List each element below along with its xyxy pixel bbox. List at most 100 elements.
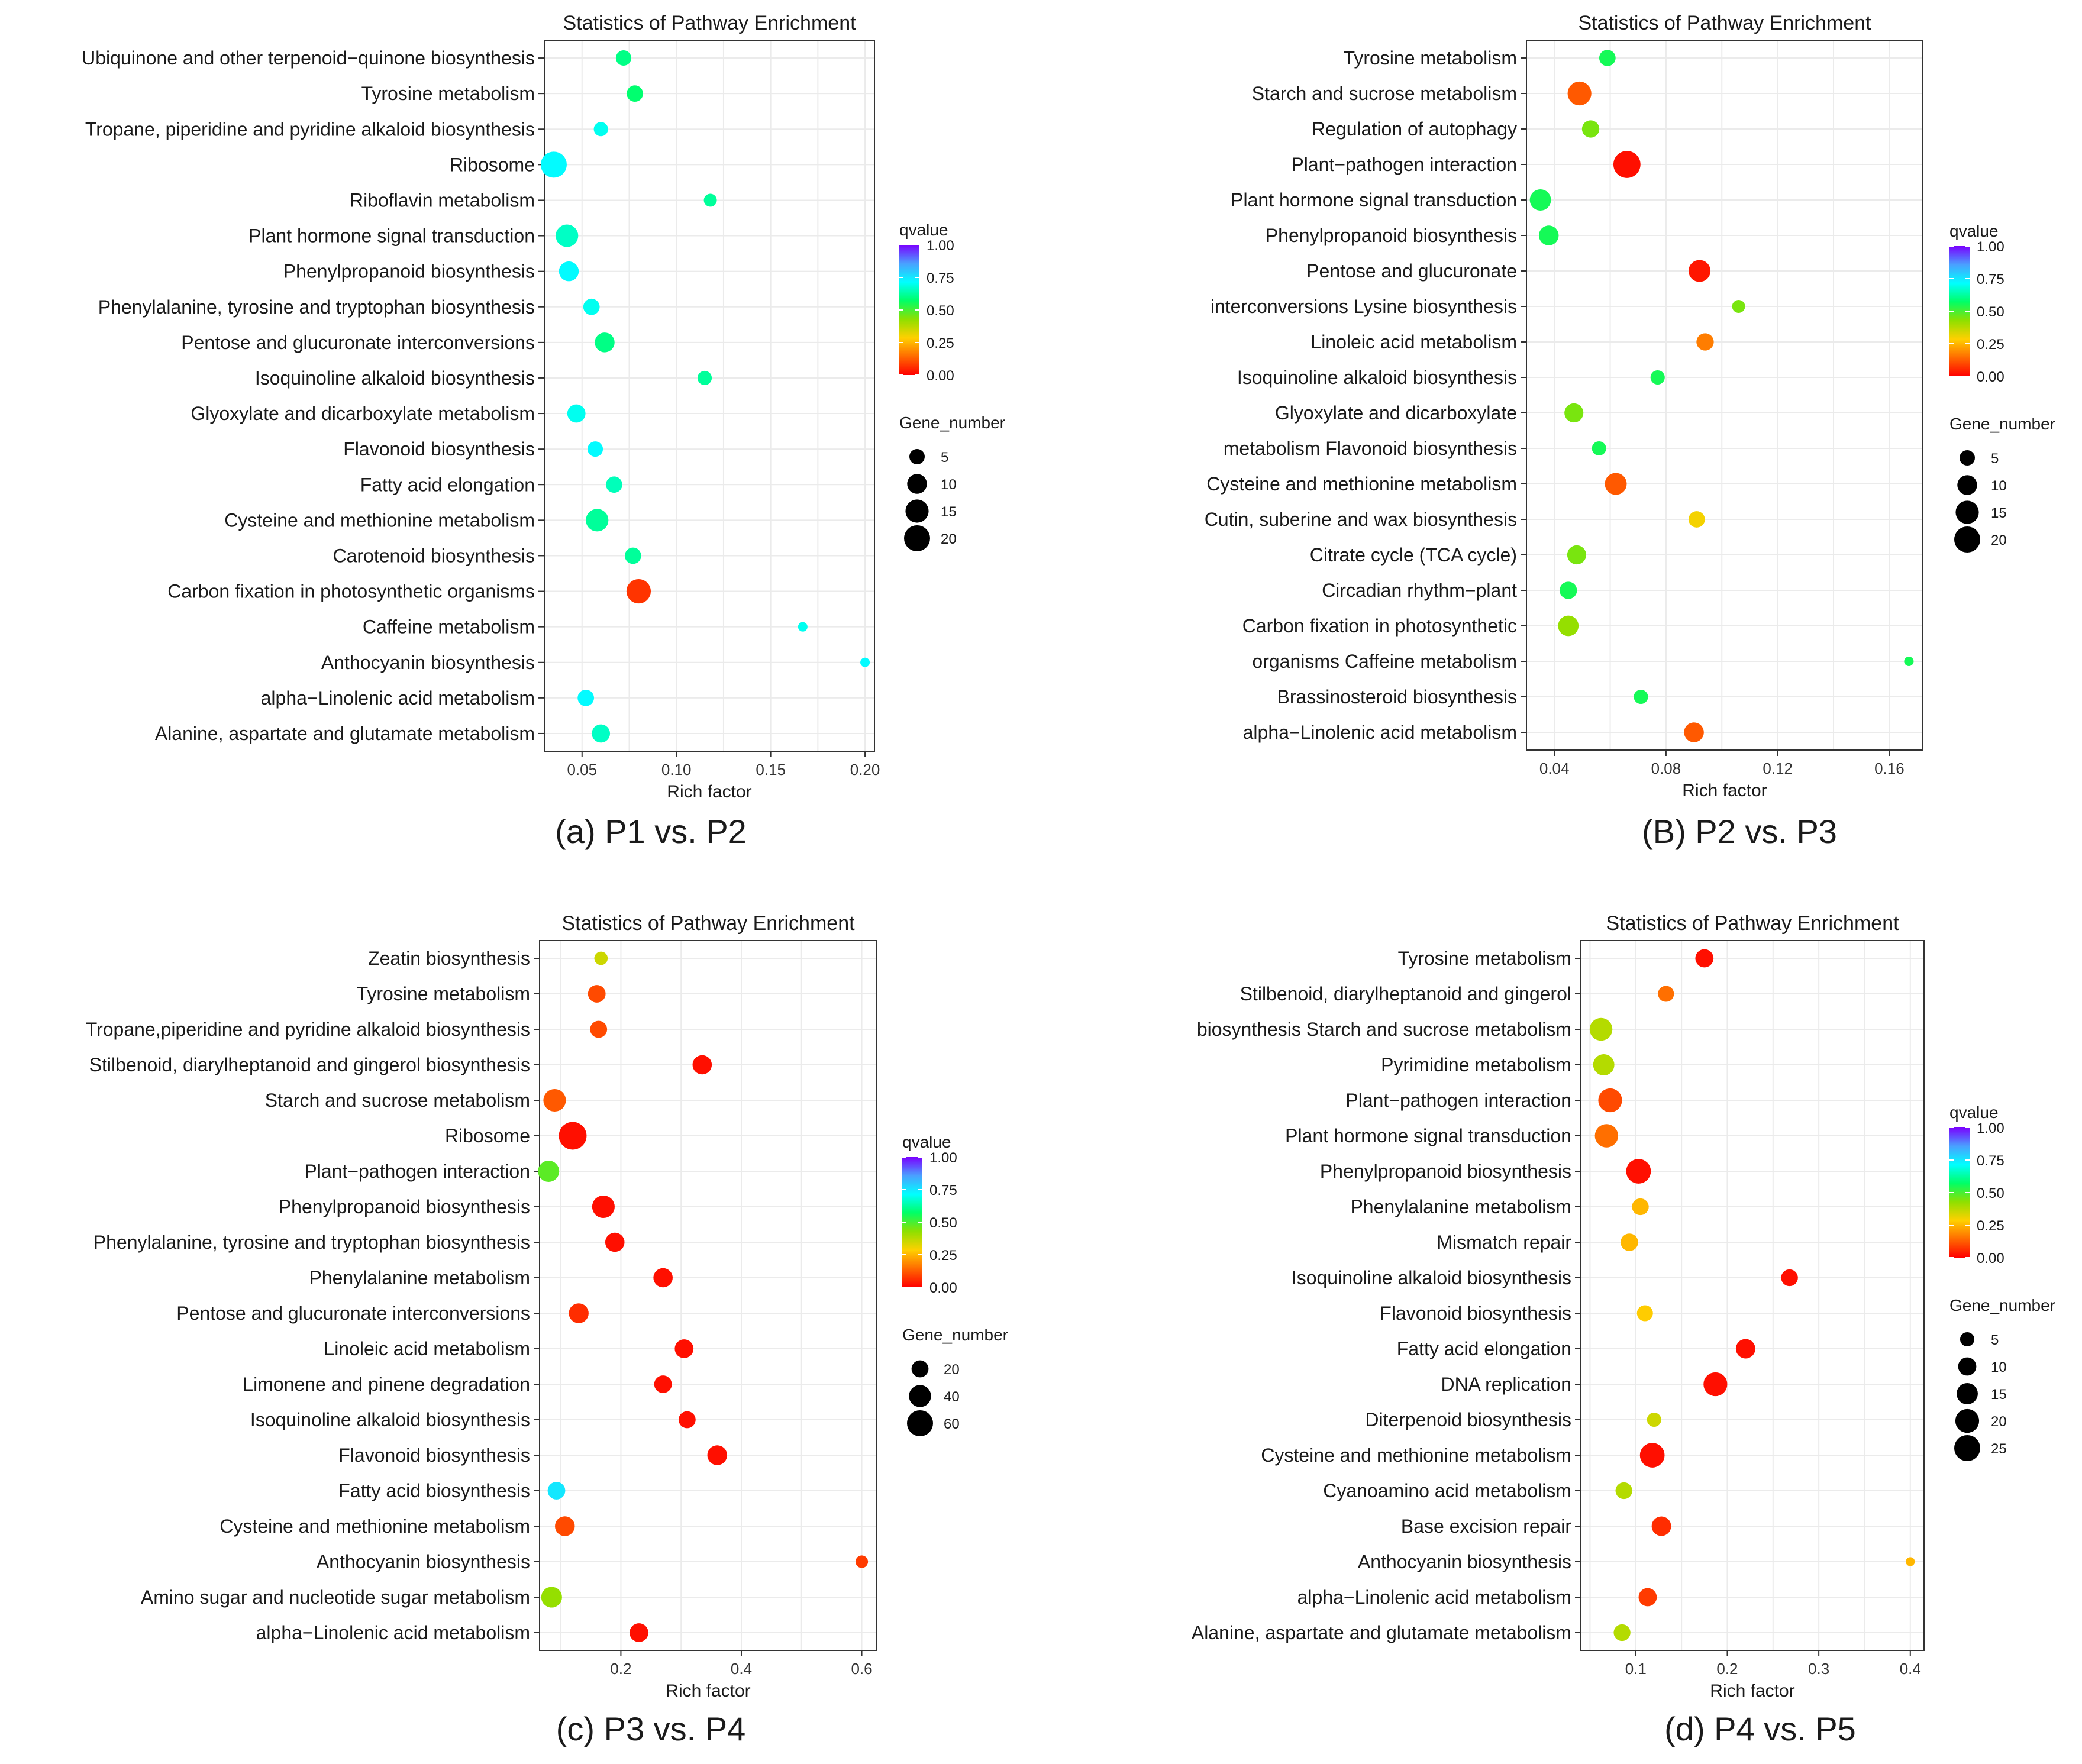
panel-caption: (B) P2 vs. P3 (1642, 813, 1837, 850)
y-tick-label: Stilbenoid, diarylheptanoid and gingerol… (89, 1054, 530, 1075)
legend-size-label: 10 (1991, 1359, 2007, 1375)
y-tick-label: Linoleic acid metabolism (1310, 331, 1517, 353)
y-tick-label: metabolism Flavonoid biosynthesis (1224, 438, 1517, 459)
data-point (1529, 189, 1551, 211)
data-point (569, 1303, 589, 1323)
y-tick-label: Ribosome (445, 1125, 530, 1146)
y-tick-label: Plant hormone signal transduction (1231, 189, 1517, 211)
data-point (540, 151, 567, 178)
legend-size-dot (907, 474, 927, 494)
data-point (1567, 545, 1587, 565)
y-tick-label: Ubiquinone and other terpenoid−quinone b… (82, 47, 535, 69)
data-point (1621, 1233, 1638, 1251)
data-point (692, 1055, 712, 1075)
y-tick-label: Glyoxylate and dicarboxylate (1275, 402, 1517, 424)
y-tick-label: Limonene and pinene degradation (243, 1374, 530, 1395)
x-tick-label: 0.08 (1651, 760, 1681, 777)
data-point (707, 1445, 727, 1465)
chart-panel-4: Statistics of Pathway Enrichment Tyrosine… (1192, 912, 2055, 1747)
data-point (798, 622, 808, 632)
data-point (1658, 986, 1674, 1002)
chart-panel-1: Statistics of Pathway Enrichment Ubiquino… (82, 12, 1005, 850)
y-tick-label: alpha−Linolenic acid metabolism (261, 687, 535, 709)
panel-caption: (c) P3 vs. P4 (556, 1710, 746, 1747)
y-tick-label: Alanine, aspartate and glutamate metabol… (1192, 1622, 1571, 1643)
plot-panel (539, 940, 877, 1651)
y-tick-label: Linoleic acid metabolism (324, 1338, 530, 1359)
y-tick-label: Circadian rhythm−plant (1322, 580, 1517, 601)
data-point (606, 476, 622, 493)
y-tick-label: alpha−Linolenic acid metabolism (1297, 1587, 1571, 1608)
x-tick-label: 0.1 (1625, 1660, 1647, 1678)
legend-colorbar-label: 0.25 (1977, 337, 2004, 353)
y-tick-label: Stilbenoid, diarylheptanoid and gingerol (1240, 983, 1571, 1004)
y-tick-label: Brassinosteroid biosynthesis (1277, 686, 1517, 707)
data-point (1592, 441, 1606, 456)
y-tick-label: Flavonoid biosynthesis (1380, 1303, 1571, 1324)
data-point (593, 122, 608, 137)
legend-size-dot (905, 499, 929, 523)
y-tick-label: Tropane, piperidine and pyridine alkaloi… (85, 118, 535, 140)
legend-size-label: 20 (941, 531, 957, 547)
legend-colorbar-label: 0.25 (929, 1248, 957, 1264)
x-axis-label: Rich factor (666, 1681, 750, 1701)
data-point (1735, 1339, 1755, 1359)
y-tick-label: Zeatin biosynthesis (368, 948, 530, 969)
data-point (1696, 333, 1714, 351)
y-tick-label: Pyrimidine metabolism (1381, 1054, 1571, 1075)
legend-qvalue-title: qvalue (1949, 222, 1999, 240)
y-tick-label: Pentose and glucuronate (1306, 260, 1517, 282)
data-point (615, 50, 631, 66)
legend-colorbar-label: 0.00 (1977, 1251, 2004, 1267)
data-point (1732, 300, 1745, 313)
x-tick-label: 0.16 (1874, 760, 1905, 777)
legend-colorbar-label: 0.00 (929, 1280, 957, 1296)
data-point (538, 1161, 560, 1182)
data-point (1613, 151, 1641, 178)
y-tick-label: Mismatch repair (1437, 1232, 1571, 1253)
x-tick-label: 0.4 (1900, 1660, 1921, 1678)
data-point (625, 547, 641, 564)
plot-border (1526, 40, 1923, 751)
data-point (1560, 581, 1577, 599)
legend-size-dot (1958, 1357, 1977, 1376)
data-point (1593, 1054, 1615, 1075)
data-point (1688, 511, 1705, 528)
legend-colorbar-label: 1.00 (927, 238, 954, 254)
x-tick-label: 0.10 (661, 761, 692, 778)
data-point (1632, 1198, 1649, 1216)
x-tick-label: 0.12 (1763, 760, 1793, 777)
y-tick-label: Phenylalanine, tyrosine and tryptophan b… (98, 296, 535, 318)
legend-size-dot (907, 1410, 933, 1436)
plot-panel (1526, 40, 1923, 751)
data-point (555, 1516, 575, 1536)
chart-title: Statistics of Pathway Enrichment (561, 912, 855, 935)
x-tick-label: 0.2 (1716, 1660, 1738, 1678)
legend-size-label: 15 (1991, 505, 2007, 521)
legend-size-label: 20 (944, 1362, 960, 1378)
x-axis-label: Rich factor (1710, 1681, 1794, 1701)
y-tick-label: Carbon fixation in photosynthetic organi… (167, 581, 535, 602)
legend-size-dot (1957, 1383, 1978, 1404)
legend-gene-number-title: Gene_number (1949, 415, 2055, 433)
y-tick-label: Ribosome (450, 154, 535, 175)
y-tick-label: Tyrosine metabolism (1398, 948, 1571, 969)
plot-border (1580, 940, 1925, 1651)
chart-title: Statistics of Pathway Enrichment (1606, 912, 1899, 935)
data-point (1650, 370, 1665, 385)
legend-colorbar-label: 0.75 (1977, 272, 2004, 287)
legend-colorbar-label: 0.50 (927, 303, 954, 319)
legend-gene-number-title: Gene_number (1949, 1296, 2055, 1314)
y-tick-label: Base excision repair (1401, 1516, 1571, 1537)
y-tick-label: Cysteine and methionine metabolism (224, 509, 535, 531)
data-point (678, 1411, 696, 1429)
y-tick-label: Plant hormone signal transduction (248, 225, 535, 247)
data-point (1684, 722, 1704, 742)
data-point (588, 441, 603, 457)
y-tick-label: Phenylpropanoid biosynthesis (1320, 1161, 1571, 1182)
y-tick-label: Tyrosine metabolism (361, 83, 535, 104)
data-point (1581, 120, 1600, 138)
legend-qvalue-title: qvalue (899, 221, 948, 239)
y-tick-label: Pentose and glucuronate interconversions (176, 1303, 530, 1324)
x-tick-label: 0.6 (851, 1660, 872, 1678)
